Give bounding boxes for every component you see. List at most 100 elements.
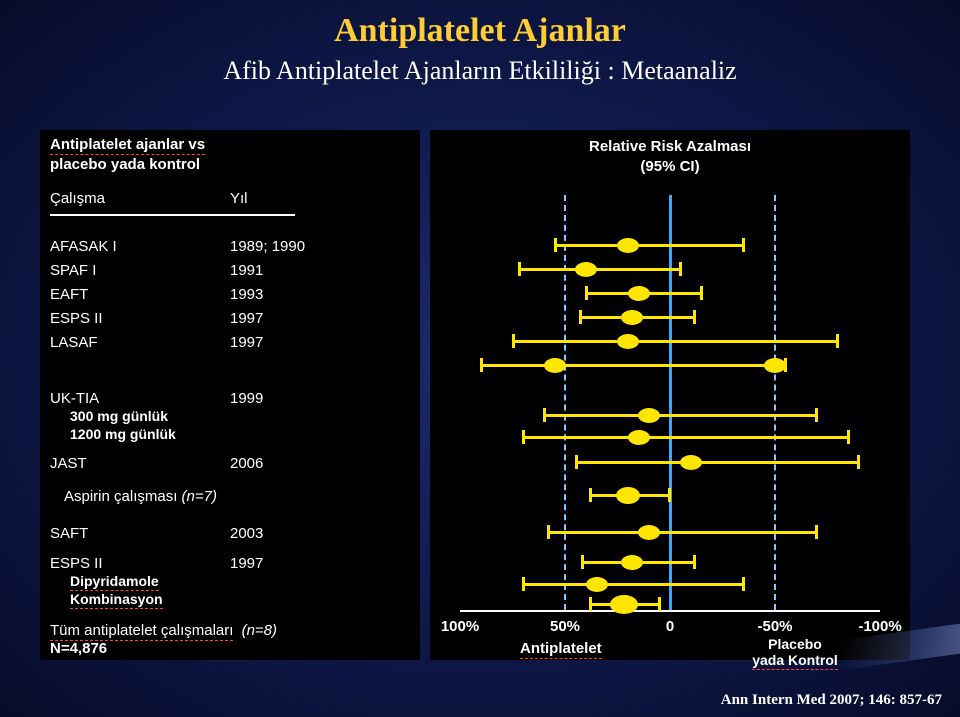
col-header-year: Yıl — [230, 190, 248, 207]
kombinasyon-label: Kombinasyon — [70, 591, 163, 609]
lp-header-line2: placebo yada kontrol — [50, 156, 200, 173]
estimate-marker — [764, 358, 786, 373]
study-row: LASAF — [50, 334, 98, 351]
ci-line — [576, 461, 860, 464]
aspirin-label: Aspirin çalışması — [64, 488, 177, 505]
ci-cap — [668, 488, 671, 502]
ci-cap — [522, 430, 525, 444]
ci-cap — [658, 597, 661, 611]
study-row: SPAF I — [50, 262, 96, 279]
ci-cap — [742, 238, 745, 252]
ci-cap — [693, 555, 696, 569]
estimate-marker — [680, 455, 702, 470]
x-tick-label: -100% — [858, 618, 901, 635]
study-year: 1993 — [230, 286, 263, 303]
ci-cap — [836, 334, 839, 348]
estimate-marker — [638, 408, 660, 423]
study-year: 1989; 1990 — [230, 238, 305, 255]
ci-cap — [581, 555, 584, 569]
ci-cap — [693, 310, 696, 324]
all-label: Tüm antiplatelet çalışmaları — [50, 622, 233, 641]
ci-cap — [522, 577, 525, 591]
study-subrow: 300 mg günlük — [70, 408, 168, 424]
study-row: UK-TIA — [50, 390, 99, 407]
ci-cap — [480, 358, 483, 372]
x-tick-label: 0 — [666, 618, 674, 635]
study-subrow: Kombinasyon — [70, 591, 163, 607]
forest-title-line1: Relative Risk Azalması — [430, 138, 910, 155]
estimate-marker — [638, 525, 660, 540]
dashed-reference-line — [564, 195, 566, 610]
ci-cap — [815, 525, 818, 539]
lp-header-word1: Antiplatelet ajanlar vs — [50, 136, 205, 155]
study-row: ESPS II — [50, 555, 103, 572]
x-tick-label: 50% — [550, 618, 580, 635]
forest-plot-panel: Relative Risk Azalması (95% CI) 100% 50% 0… — [430, 130, 910, 660]
ci-cap — [575, 455, 578, 469]
ci-cap — [547, 525, 550, 539]
study-year: 1997 — [230, 310, 263, 327]
estimate-marker — [628, 286, 650, 301]
estimate-marker — [617, 238, 639, 253]
ci-line — [519, 268, 681, 271]
ci-cap — [554, 238, 557, 252]
ci-cap — [589, 488, 592, 502]
ci-cap — [589, 597, 592, 611]
study-row: AFASAK I — [50, 238, 117, 255]
study-year: 2003 — [230, 525, 263, 542]
ci-cap — [518, 262, 521, 276]
estimate-marker — [617, 334, 639, 349]
axis-footer-left: Antiplatelet — [520, 640, 602, 657]
study-row: SAFT — [50, 525, 88, 542]
dashed-reference-line — [774, 195, 776, 610]
study-year: 2006 — [230, 455, 263, 472]
ci-line — [513, 340, 839, 343]
study-subrow: 1200 mg günlük — [70, 426, 176, 442]
studies-panel: Antiplatelet ajanlar vs placebo yada kon… — [40, 130, 420, 660]
estimate-marker — [621, 555, 643, 570]
estimate-marker — [575, 262, 597, 277]
study-row: JAST — [50, 455, 87, 472]
study-total-n: N=4,876 — [50, 640, 107, 657]
ci-cap — [512, 334, 515, 348]
ci-line — [548, 531, 817, 534]
ci-cap — [585, 286, 588, 300]
ci-cap — [742, 577, 745, 591]
slide-title: Antiplatelet Ajanlar — [0, 12, 960, 50]
estimate-marker — [610, 595, 638, 614]
ci-cap — [847, 430, 850, 444]
x-axis-line — [460, 610, 880, 612]
x-tick-label: 100% — [441, 618, 479, 635]
study-row: ESPS II — [50, 310, 103, 327]
ci-line — [555, 244, 744, 247]
ci-line — [544, 414, 817, 417]
study-row: EAFT — [50, 286, 88, 303]
column-divider — [50, 214, 295, 216]
citation: Ann Intern Med 2007; 146: 857-67 — [721, 692, 942, 709]
estimate-marker — [586, 577, 608, 592]
slide-subtitle: Afib Antiplatelet Ajanların Etkililiği :… — [0, 56, 960, 86]
study-year: 1991 — [230, 262, 263, 279]
ci-line — [523, 436, 849, 439]
ci-cap — [700, 286, 703, 300]
estimate-marker — [616, 487, 640, 504]
study-year: 1999 — [230, 390, 263, 407]
axis-footer-right: Placeboyada Kontrol — [735, 636, 855, 668]
study-year: 1997 — [230, 555, 263, 572]
ci-line — [523, 583, 744, 586]
estimate-marker — [621, 310, 643, 325]
ci-line — [481, 364, 786, 367]
ci-cap — [579, 310, 582, 324]
slide: Antiplatelet Ajanlar Afib Antiplatelet A… — [0, 0, 960, 717]
ci-cap — [679, 262, 682, 276]
x-tick-label: -50% — [757, 618, 792, 635]
study-total: Tüm antiplatelet çalışmaları (n=8) — [50, 622, 277, 639]
forest-title-line2: (95% CI) — [430, 158, 910, 175]
aspirin-n: (n=7) — [182, 488, 217, 505]
ci-cap — [815, 408, 818, 422]
study-year: 1997 — [230, 334, 263, 351]
col-header-study: Çalışma — [50, 190, 105, 207]
ci-cap — [857, 455, 860, 469]
estimate-marker — [544, 358, 566, 373]
all-n: (n=8) — [242, 622, 277, 639]
